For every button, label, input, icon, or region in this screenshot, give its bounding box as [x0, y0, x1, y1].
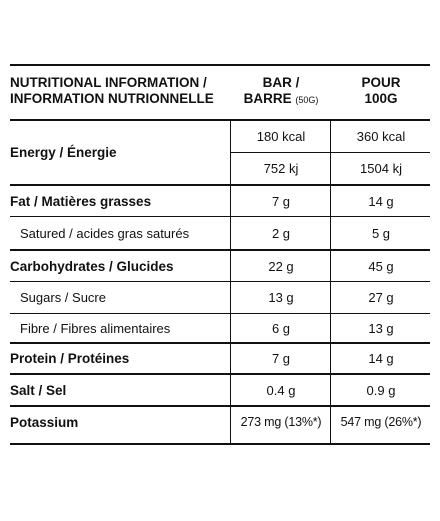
- fat-bar: 7 g: [271, 193, 291, 209]
- energy-pour-kj: 1504 kj: [360, 161, 402, 176]
- saturated-bar: 2 g: [271, 225, 291, 241]
- table-title-line1: NUTRITIONAL INFORMATION /: [10, 75, 207, 90]
- column-header-bar-line2: BARRE (50G): [232, 91, 330, 108]
- energy-inner-rule: [230, 152, 430, 153]
- protein-rule: [10, 373, 430, 375]
- saturated-rule: [10, 249, 430, 251]
- energy-bar-kcal: 180 kcal: [256, 129, 306, 144]
- sugars-rule: [10, 313, 430, 314]
- fibre-rule: [10, 342, 430, 344]
- fibre-label: Fibre / Fibres alimentaires: [20, 320, 171, 336]
- table-title: NUTRITIONAL INFORMATION / INFORMATION NU…: [10, 75, 214, 107]
- protein-label: Protein / Protéines: [10, 351, 130, 366]
- bottom-rule: [10, 443, 430, 445]
- energy-bar-kj: 752 kj: [263, 161, 299, 176]
- potassium-label: Potassium: [10, 414, 79, 430]
- column-header-pour-line2: 100G: [364, 91, 398, 106]
- column-header-bar-label: BARRE: [243, 91, 292, 106]
- top-rule: [10, 64, 430, 66]
- saturated-label: Satured / acides gras saturés: [20, 225, 190, 241]
- fat-label: Fat / Matières grasses: [10, 193, 152, 209]
- energy-rule: [10, 184, 430, 186]
- energy-label: Energy / Énergie: [10, 145, 117, 160]
- salt-pour: 0.9 g: [366, 382, 396, 398]
- column-divider-1: [230, 121, 231, 444]
- fibre-pour: 13 g: [368, 320, 394, 336]
- potassium-bar: 273 mg (13%*): [240, 415, 322, 429]
- protein-pour: 14 g: [368, 351, 394, 366]
- salt-rule: [10, 405, 430, 407]
- column-header-bar: BAR / BARRE (50G): [232, 75, 330, 108]
- sugars-label: Sugars / Sucre: [20, 290, 106, 305]
- sugars-pour: 27 g: [368, 290, 394, 305]
- column-header-pour: POUR 100G: [332, 75, 430, 107]
- energy-pour-kcal: 360 kcal: [356, 129, 406, 144]
- table-title-line2: INFORMATION NUTRIONNELLE: [10, 91, 214, 106]
- header-rule: [10, 119, 430, 121]
- column-divider-2: [330, 121, 331, 444]
- protein-bar: 7 g: [271, 351, 291, 366]
- carbohydrates-rule: [10, 281, 430, 282]
- sugars-bar: 13 g: [268, 290, 294, 305]
- carbohydrates-bar: 22 g: [268, 258, 294, 274]
- fat-rule: [10, 216, 430, 217]
- salt-bar: 0.4 g: [266, 382, 296, 398]
- saturated-pour: 5 g: [371, 225, 391, 241]
- potassium-pour: 547 mg (26%*): [340, 415, 422, 429]
- column-header-bar-line1: BAR /: [262, 75, 300, 90]
- carbohydrates-label: Carbohydrates / Glucides: [10, 258, 174, 274]
- column-header-pour-line1: POUR: [361, 75, 401, 90]
- fat-pour: 14 g: [368, 193, 394, 209]
- fibre-bar: 6 g: [271, 320, 291, 336]
- carbohydrates-pour: 45 g: [368, 258, 394, 274]
- column-header-bar-unit: (50G): [295, 95, 319, 105]
- salt-label: Salt / Sel: [10, 382, 67, 398]
